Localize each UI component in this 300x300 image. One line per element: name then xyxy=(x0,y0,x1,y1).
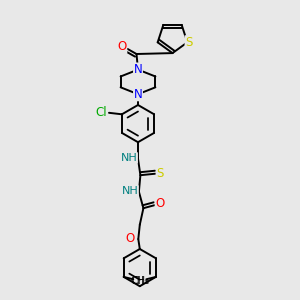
Text: N: N xyxy=(134,63,142,76)
Text: O: O xyxy=(125,232,134,245)
Text: NH: NH xyxy=(122,186,138,196)
Text: NH: NH xyxy=(121,153,137,163)
Text: Cl: Cl xyxy=(96,106,107,119)
Text: N: N xyxy=(134,88,142,101)
Text: CH₃: CH₃ xyxy=(130,276,148,286)
Text: O: O xyxy=(118,40,127,53)
Text: CH₃: CH₃ xyxy=(131,276,149,286)
Text: O: O xyxy=(155,197,164,210)
Text: S: S xyxy=(185,36,193,49)
Text: S: S xyxy=(156,167,164,180)
